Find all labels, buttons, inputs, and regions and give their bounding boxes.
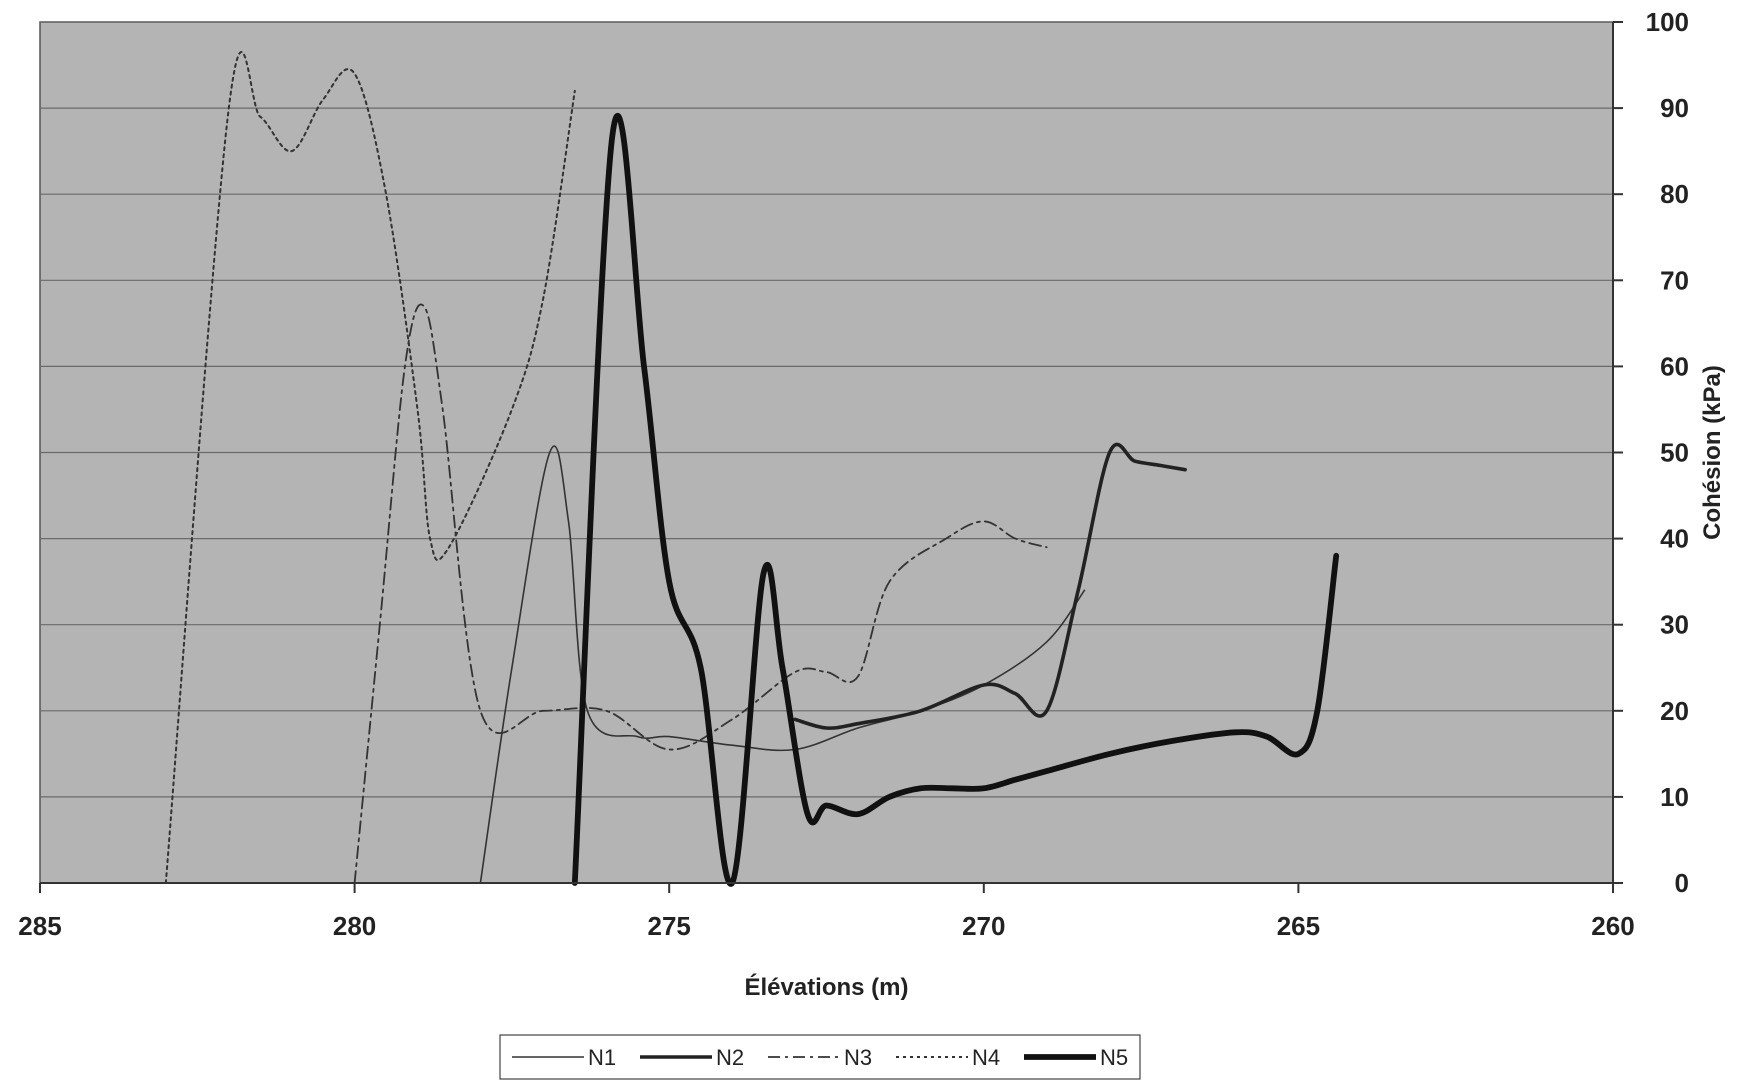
- y-tick-label: 50: [1660, 438, 1689, 468]
- x-tick-label: 270: [962, 911, 1005, 941]
- series-lines: [164, 51, 1340, 887]
- y-axis-title: Cohésion (kPa): [1699, 365, 1726, 540]
- series-line-n2: [793, 442, 1187, 730]
- x-tick-label: 275: [648, 911, 691, 941]
- legend-label-n5: N5: [1100, 1045, 1128, 1070]
- series-line-n1: [479, 445, 1086, 884]
- y-tick-label: 100: [1646, 7, 1689, 37]
- series-line-n5: [571, 112, 1340, 887]
- grid-lines: [40, 21, 1613, 798]
- legend-label-n3: N3: [844, 1045, 872, 1070]
- series-line-n4: [164, 51, 576, 884]
- y-tick-label: 20: [1660, 696, 1689, 726]
- x-tick-label: 285: [18, 911, 61, 941]
- x-tick-label: 260: [1591, 911, 1634, 941]
- y-tick-label: 10: [1660, 782, 1689, 812]
- x-tick-label: 265: [1277, 911, 1320, 941]
- legend-label-n4: N4: [972, 1045, 1000, 1070]
- y-tick-label: 80: [1660, 179, 1689, 209]
- x-tick-labels: 285 280 275 270 265 260: [18, 883, 1635, 941]
- legend: N1 N2 N3 N4 N5: [499, 1034, 1141, 1080]
- y-tick-label: 90: [1660, 93, 1689, 123]
- legend-label-n2: N2: [716, 1045, 744, 1070]
- series-line-n3: [353, 303, 1048, 884]
- y-tick-label: 30: [1660, 610, 1689, 640]
- legend-items: N1 N2 N3 N4 N5: [512, 1045, 1128, 1070]
- y-tick-label: 0: [1675, 868, 1689, 898]
- y-tick-label: 40: [1660, 524, 1689, 554]
- x-axis-title: Élévations (m): [744, 973, 908, 1001]
- y-tick-label: 70: [1660, 265, 1689, 295]
- x-tick-label: 280: [333, 911, 376, 941]
- y-tick-label: 60: [1660, 351, 1689, 381]
- y-tick-labels: 0 10 20 30 40 50 60 70 80 90 100: [1613, 7, 1689, 898]
- legend-label-n1: N1: [588, 1045, 616, 1070]
